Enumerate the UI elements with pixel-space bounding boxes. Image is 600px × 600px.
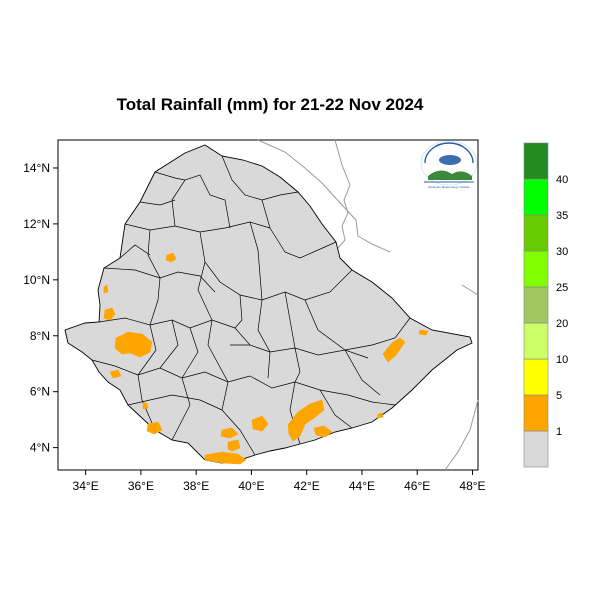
rain-patch <box>220 427 239 439</box>
rain-patch <box>382 337 406 363</box>
rainfall-patches <box>103 252 429 465</box>
rain-patch <box>418 329 429 336</box>
legend-label: 35 <box>556 210 568 222</box>
legend-swatch <box>523 142 549 180</box>
rain-patch <box>251 415 269 432</box>
lon-tick-label: 36°E <box>128 479 154 493</box>
legend-swatch <box>523 322 549 360</box>
lat-tick-label: 4°N <box>30 441 50 455</box>
lon-tick-label: 48°E <box>459 479 485 493</box>
legend-label: 40 <box>556 174 568 186</box>
lon-tick-label: 44°E <box>349 479 375 493</box>
rain-patch <box>287 399 325 442</box>
legend-swatch <box>523 358 549 396</box>
colorbar-legend: 1 5 10 20 25 30 35 40 <box>523 142 568 468</box>
rain-patch <box>313 425 333 438</box>
legend-label: 1 <box>556 426 562 438</box>
legend-swatch <box>523 286 549 324</box>
lon-tick-label: 42°E <box>294 479 320 493</box>
legend-label: 20 <box>556 318 568 330</box>
map-axes: 34°E 36°E 38°E 40°E 42°E 44°E 46°E 48°E 14°N 12°N… <box>23 161 485 493</box>
rain-patch <box>227 439 241 452</box>
legend-swatch <box>523 430 549 468</box>
lon-tick-label: 46°E <box>404 479 430 493</box>
rain-patch <box>146 421 163 435</box>
logo-caption: Ethiopian Meteorology Institute <box>428 185 470 189</box>
neighbour-coastlines <box>257 139 479 471</box>
lat-tick-label: 12°N <box>23 217 50 231</box>
emi-logo: Ethiopian Meteorology Institute <box>420 140 478 189</box>
rain-patch <box>165 252 177 263</box>
legend-label: 30 <box>556 246 568 258</box>
rain-patch <box>142 402 149 410</box>
legend-label: 25 <box>556 282 568 294</box>
legend-swatch <box>523 394 549 432</box>
rain-patch <box>377 412 384 419</box>
legend-label: 10 <box>556 354 568 366</box>
rain-patch <box>103 284 109 294</box>
rain-patch <box>103 307 116 321</box>
rain-patch <box>109 369 122 379</box>
lat-tick-label: 10°N <box>23 273 50 287</box>
rain-patch <box>204 451 247 465</box>
map-title: Total Rainfall (mm) for 21-22 Nov 2024 <box>116 95 424 114</box>
lon-tick-label: 40°E <box>238 479 264 493</box>
lon-tick-label: 38°E <box>183 479 209 493</box>
legend-label: 5 <box>556 390 562 402</box>
regional-boundaries <box>91 155 411 456</box>
legend-swatch <box>523 178 549 216</box>
lat-tick-label: 6°N <box>30 385 50 399</box>
legend-swatch <box>523 250 549 288</box>
legend-swatch <box>523 214 549 252</box>
lat-tick-label: 8°N <box>30 329 50 343</box>
lat-tick-label: 14°N <box>23 161 50 175</box>
lon-tick-label: 34°E <box>73 479 99 493</box>
rain-patch <box>114 331 153 358</box>
